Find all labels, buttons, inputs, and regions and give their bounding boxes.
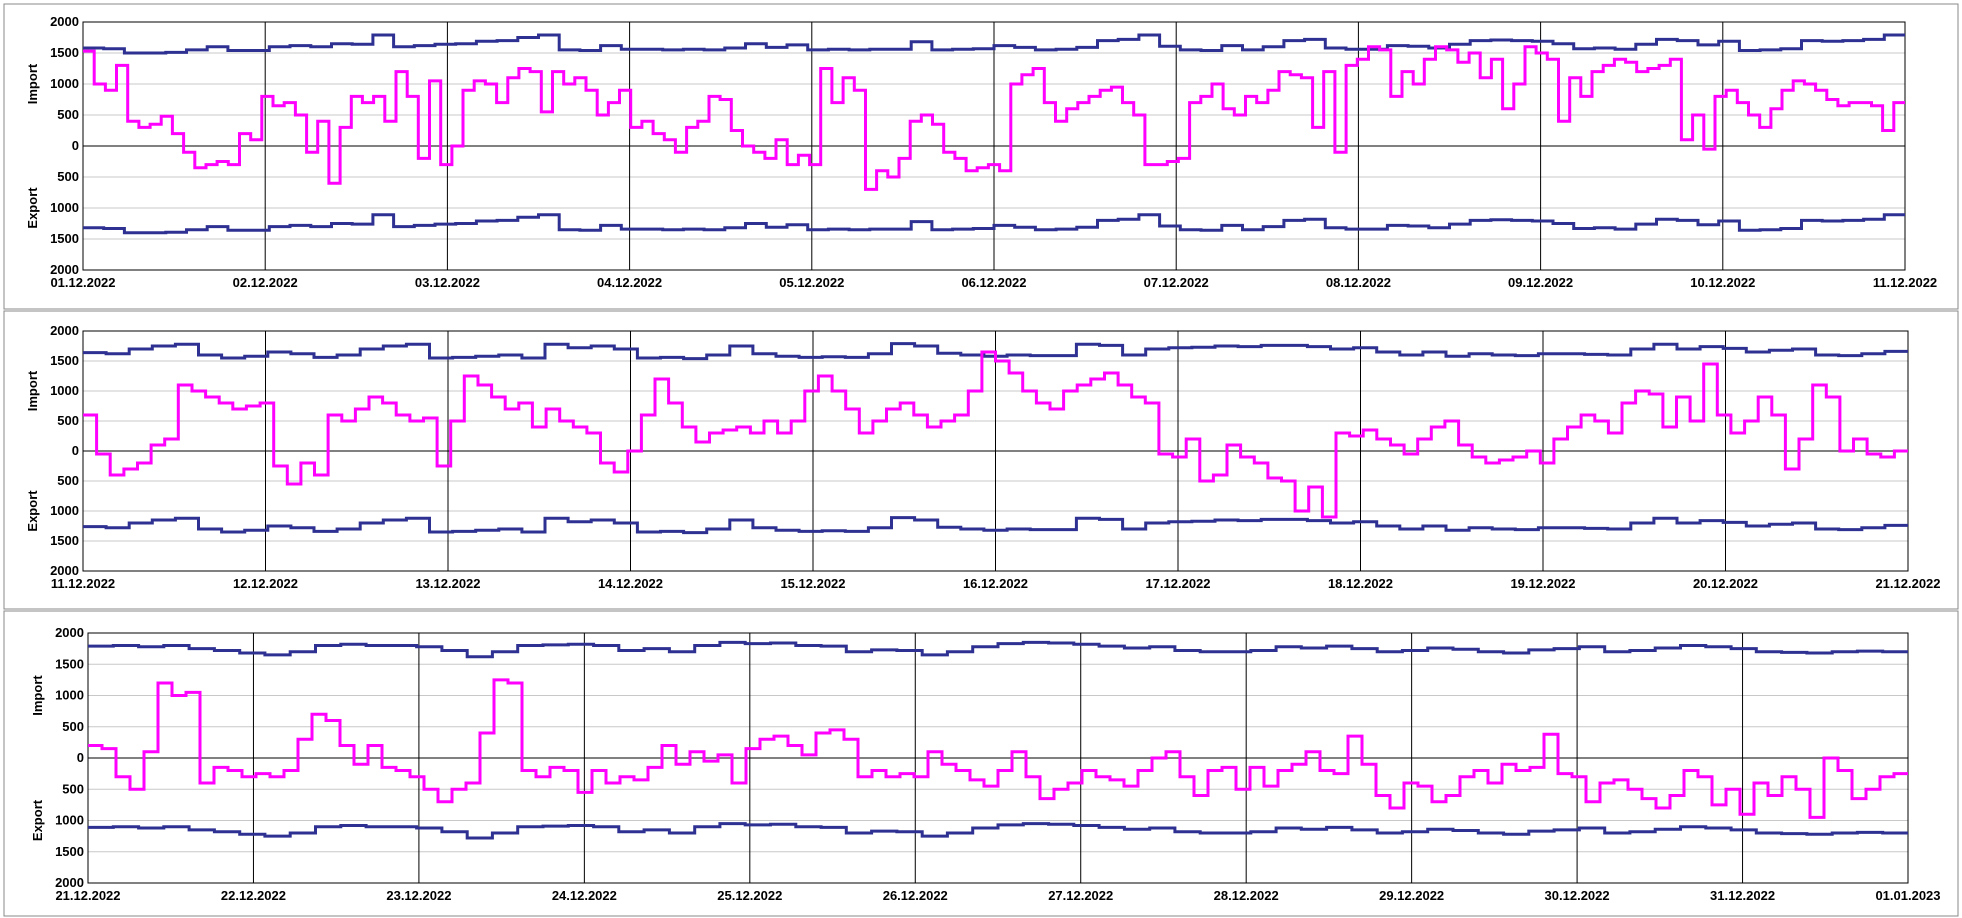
x-tick-label: 08.12.2022 [1326, 275, 1391, 290]
x-tick-label: 31.12.2022 [1710, 888, 1775, 903]
x-tick-label: 03.12.2022 [415, 275, 480, 290]
y-tick-label: 2000 [55, 625, 84, 640]
x-tick-label: 17.12.2022 [1145, 576, 1210, 591]
y-tick-label: 0 [72, 443, 79, 458]
y-tick-label: 1000 [50, 200, 79, 215]
y-tick-label: 1000 [55, 688, 84, 703]
y-tick-label: 1500 [55, 656, 84, 671]
y-tick-label: 1500 [50, 353, 79, 368]
x-tick-label: 15.12.2022 [780, 576, 845, 591]
series-limit-line-top [88, 640, 1908, 659]
x-tick-label: 22.12.2022 [221, 888, 286, 903]
y-tick-label: 2000 [50, 14, 79, 29]
x-tick-label: 18.12.2022 [1328, 576, 1393, 591]
y-tick-label: 2000 [50, 262, 79, 277]
y-tick-label: 2000 [50, 563, 79, 578]
series-limit-line-bottom [83, 516, 1908, 535]
y-tick-label: 0 [72, 138, 79, 153]
series-limit-line-top [83, 342, 1908, 361]
x-tick-label: 11.12.2022 [1873, 275, 1937, 290]
x-tick-label: 23.12.2022 [386, 888, 451, 903]
x-tick-label: 20.12.2022 [1693, 576, 1758, 591]
x-tick-label: 19.12.2022 [1510, 576, 1575, 591]
x-tick-label: 11.12.2022 [51, 576, 115, 591]
y-tick-label: 1500 [50, 45, 79, 60]
y-tick-label: 1500 [50, 533, 79, 548]
series-limit-line-top [83, 33, 1905, 55]
y-tick-label: 1500 [55, 844, 84, 859]
x-tick-label: 07.12.2022 [1144, 275, 1209, 290]
x-tick-label: 01.01.2023 [1875, 888, 1940, 903]
x-tick-label: 21.12.2022 [55, 888, 120, 903]
x-tick-label: 26.12.2022 [883, 888, 948, 903]
series-flow-line [83, 45, 1905, 191]
x-tick-label: 13.12.2022 [415, 576, 480, 591]
plot-area [87, 632, 1909, 884]
y-tick-label: 500 [62, 781, 84, 796]
plot-area [82, 21, 1906, 271]
x-tick-label: 05.12.2022 [779, 275, 844, 290]
y-axis-label-export: Export [25, 490, 40, 532]
y-tick-label: 1000 [50, 76, 79, 91]
y-axis-label-import: Import [25, 370, 40, 411]
x-tick-label: 04.12.2022 [597, 275, 662, 290]
x-tick-label: 06.12.2022 [961, 275, 1026, 290]
y-tick-label: 1500 [50, 231, 79, 246]
x-tick-label: 29.12.2022 [1379, 888, 1444, 903]
x-tick-label: 24.12.2022 [552, 888, 617, 903]
y-tick-label: 1000 [50, 503, 79, 518]
y-tick-label: 2000 [55, 875, 84, 890]
x-tick-label: 28.12.2022 [1214, 888, 1279, 903]
y-tick-label: 0 [77, 750, 84, 765]
y-tick-label: 500 [57, 413, 79, 428]
series-flow-line [83, 350, 1908, 519]
y-tick-label: 500 [57, 473, 79, 488]
x-tick-label: 14.12.2022 [598, 576, 663, 591]
y-tick-label: 2000 [50, 323, 79, 338]
series-limit-line-bottom [83, 213, 1905, 235]
x-tick-label: 12.12.2022 [233, 576, 298, 591]
x-tick-label: 10.12.2022 [1690, 275, 1755, 290]
y-axis-label-import: Import [25, 63, 40, 104]
y-tick-label: 500 [57, 169, 79, 184]
x-tick-label: 21.12.2022 [1875, 576, 1940, 591]
y-tick-label: 500 [57, 107, 79, 122]
y-tick-label: 1000 [55, 813, 84, 828]
y-axis-label-import: Import [30, 675, 45, 716]
x-tick-label: 16.12.2022 [963, 576, 1028, 591]
series-flow-line [88, 678, 1908, 819]
chart-panel-3 [3, 610, 1959, 917]
x-tick-label: 01.12.2022 [50, 275, 115, 290]
x-tick-label: 09.12.2022 [1508, 275, 1573, 290]
y-axis-label-export: Export [25, 187, 40, 229]
y-axis-label-export: Export [30, 799, 45, 841]
x-tick-label: 27.12.2022 [1048, 888, 1113, 903]
y-tick-label: 500 [62, 719, 84, 734]
x-tick-label: 02.12.2022 [233, 275, 298, 290]
x-tick-label: 25.12.2022 [717, 888, 782, 903]
x-tick-label: 30.12.2022 [1545, 888, 1610, 903]
y-tick-label: 1000 [50, 383, 79, 398]
series-limit-line-bottom [88, 822, 1908, 840]
